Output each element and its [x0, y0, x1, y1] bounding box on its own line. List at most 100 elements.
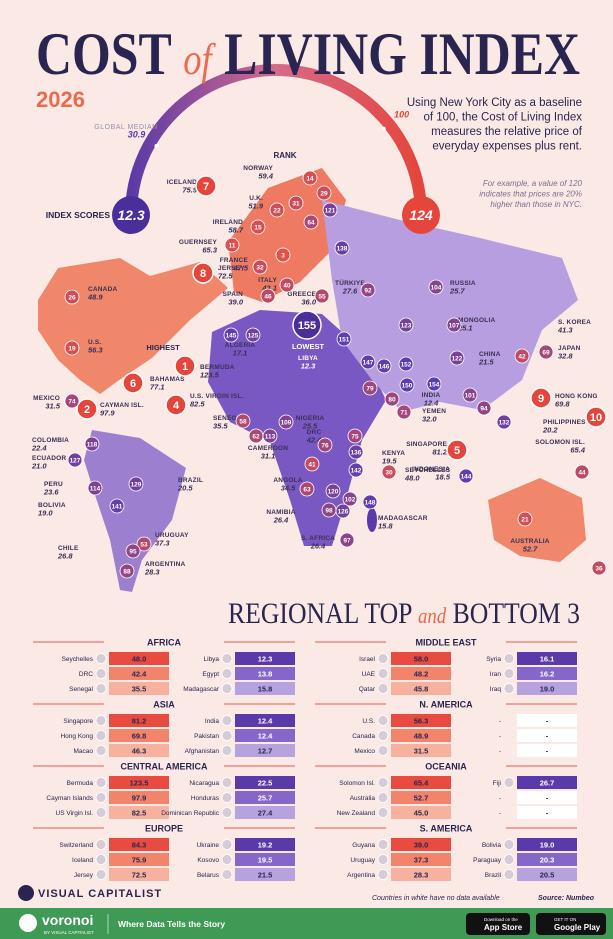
table-name: Cayman Islands: [46, 795, 93, 802]
rank-dot: [317, 437, 333, 453]
country-name: GUERNSEY: [179, 239, 218, 246]
value-box: [517, 776, 577, 789]
country-name: S. AFRICA: [301, 535, 335, 542]
region-header-bg: [386, 698, 506, 710]
table-value: 45.0: [414, 809, 429, 818]
country-value: 31.5: [45, 402, 60, 411]
value-box: [235, 652, 295, 665]
flag: [221, 869, 233, 880]
rank-dot: [496, 414, 512, 430]
rank-dot: [128, 476, 144, 492]
table-value: 25.7: [258, 794, 273, 803]
table-value: 39.0: [414, 841, 429, 850]
rank-dot: [398, 356, 414, 372]
gauge-tick-label: 100: [394, 109, 409, 119]
rank-dot: [348, 444, 364, 460]
table-name: Kosovo: [197, 857, 219, 864]
value-box: [391, 838, 451, 851]
title-part: LIVING INDEX: [224, 21, 580, 87]
rank-number: 125: [248, 332, 259, 339]
rank-dot: [348, 462, 364, 478]
flag: [377, 854, 389, 865]
table-value: 15.8: [258, 685, 273, 694]
brand: VISUAL CAPITALIST: [38, 888, 162, 900]
country-name: SINGAPORE: [406, 441, 447, 448]
table-name: Paraguay: [473, 857, 502, 864]
app-store: App Store: [484, 923, 523, 932]
rank-dot: [322, 202, 338, 218]
table-name: Hong Kong: [60, 733, 93, 740]
country-name: IRELAND: [213, 219, 243, 226]
value-box: [391, 791, 451, 804]
table-name: Nicaragua: [189, 780, 219, 787]
rank-dot: [376, 358, 392, 374]
country-value: 82.5: [190, 400, 205, 409]
country-value: 56.3: [88, 346, 103, 355]
table-name: -: [499, 810, 501, 817]
country-name: CAMEROON: [248, 445, 288, 452]
gauge-tick: [381, 126, 386, 131]
gauge-tick: [154, 144, 159, 149]
rank-number: 127: [70, 457, 81, 464]
flag: [95, 839, 107, 850]
google-play-button[interactable]: [536, 913, 606, 935]
tagline: Where Data Tells the Story: [118, 919, 225, 929]
rank-dot: [360, 282, 376, 298]
rank-number: 36: [595, 565, 603, 572]
rank-dot: [398, 317, 414, 333]
rank-dot: [269, 202, 285, 218]
country-name: ICELAND: [167, 179, 197, 186]
table-value: 16.2: [540, 670, 555, 679]
value-box: [109, 682, 169, 695]
rank-number: 40: [283, 282, 291, 289]
note: Countries in white have no data availabl…: [372, 895, 500, 902]
app-store-button[interactable]: [466, 913, 530, 935]
country-name: MADAGASCAR: [378, 515, 428, 522]
country-name: PERU: [44, 481, 63, 488]
rank-number: 123: [401, 322, 412, 329]
table-value: 19.0: [540, 841, 555, 850]
google-top: GET IT ON: [554, 917, 576, 922]
table-name: Ukraine: [197, 842, 220, 849]
rank: 9: [538, 393, 544, 405]
rank-dot: [360, 354, 376, 370]
flag: [377, 839, 389, 850]
value-box: [235, 714, 295, 727]
table-value: 48.9: [414, 732, 429, 741]
country-name: NAMIBIA: [266, 509, 295, 516]
rank: 2: [84, 404, 90, 416]
country-value: 20.2: [542, 426, 558, 435]
value-box: [109, 838, 169, 851]
rank-dot: [64, 340, 80, 356]
flag: [95, 777, 107, 788]
table-value: 123.5: [130, 779, 149, 788]
value-box: [517, 806, 577, 819]
country-name: RUSSIA: [450, 280, 476, 287]
median-label: GLOBAL MEDIAN: [94, 124, 157, 131]
rank-number: 79: [366, 385, 374, 392]
rank-number: 121: [325, 207, 336, 214]
table-value: 27.4: [258, 809, 273, 818]
title: COST of LIVING INDEX: [36, 21, 580, 87]
table-value: 56.3: [414, 717, 429, 726]
rank: 6: [130, 378, 136, 390]
value-box: [235, 838, 295, 851]
country-value: 32.8: [558, 352, 573, 361]
country-name: ALGERIA: [225, 342, 256, 349]
flag: [95, 715, 107, 726]
country-value: 48.0: [404, 474, 420, 483]
rank-number: 104: [431, 284, 442, 291]
value-box: [109, 744, 169, 757]
rank-dot: [235, 413, 251, 429]
country-value: 31.1: [261, 452, 276, 461]
rank-dot: [304, 456, 320, 472]
flag: [377, 869, 389, 880]
country-value: 123.5: [200, 371, 220, 380]
flag: [503, 839, 515, 850]
country-name: COLOMBIA: [32, 437, 69, 444]
rank-number: 122: [452, 355, 463, 362]
table-value: 16.1: [540, 655, 555, 664]
rank-number: 144: [461, 473, 472, 480]
country-value: 58.7: [228, 226, 243, 235]
country-value: 65.4: [570, 446, 585, 455]
